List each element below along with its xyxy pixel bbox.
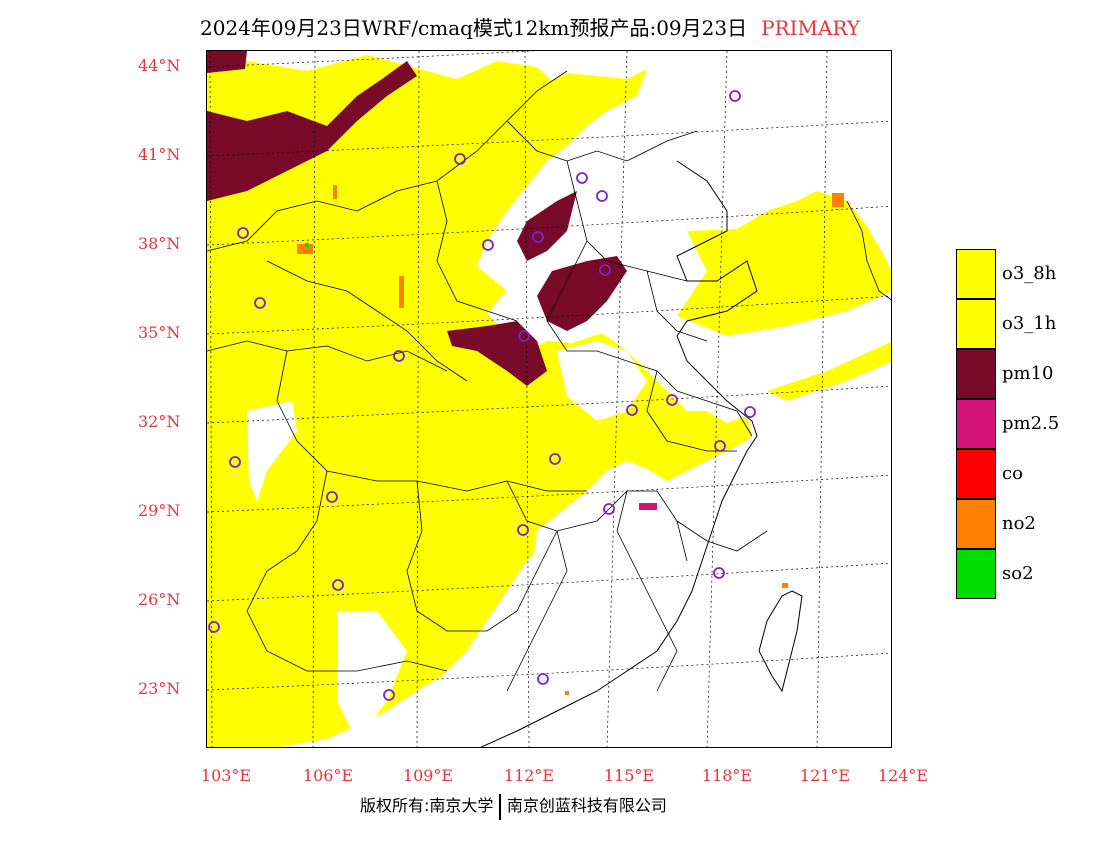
map-title: 2024年09月23日WRF/cmaq模式12km预报产品:09月23日 PRIM… (200, 12, 860, 41)
lat-label-44: 44°N (138, 56, 181, 75)
station-marker (383, 689, 395, 701)
legend-label: o3_8h (1002, 263, 1057, 284)
pm10-region-north (207, 61, 417, 201)
pollutant-map (206, 50, 892, 748)
map-title-tag: PRIMARY (761, 16, 861, 40)
lat-label-35: 35°N (138, 323, 181, 342)
pm25-patch (639, 503, 657, 510)
station-marker (626, 404, 638, 416)
no2-patch (782, 583, 788, 588)
map-canvas (207, 51, 891, 747)
station-marker (482, 239, 494, 251)
lon-label-103: 103°E (200, 766, 252, 785)
clear-area-southeast (448, 371, 891, 747)
pm10-region-top (207, 51, 247, 73)
legend-label: pm10 (1002, 363, 1054, 384)
pm10-region-henan (447, 321, 547, 386)
ozone-patch-bohai (677, 191, 891, 336)
lat-label-26: 26°N (138, 590, 181, 609)
map-title-main: 2024年09月23日WRF/cmaq模式12km预报产品:09月23日 (200, 16, 748, 40)
station-marker (713, 567, 725, 579)
legend-swatch (956, 449, 996, 499)
legend-swatch (956, 349, 996, 399)
footer-divider (499, 793, 501, 820)
clear-area-sw (247, 401, 297, 501)
station-marker (537, 673, 549, 685)
legend-label: so2 (1002, 563, 1034, 584)
ozone-patch-eastsea (767, 341, 891, 401)
taiwan-outline (758, 590, 803, 693)
lon-label-112: 112°E (503, 766, 555, 785)
station-markers (208, 90, 756, 701)
clear-area-south (337, 611, 407, 741)
legend-label: o3_1h (1002, 313, 1057, 334)
station-marker (517, 524, 529, 536)
lat-label-32: 32°N (138, 412, 181, 431)
no2-patch (565, 691, 569, 695)
station-marker (229, 456, 241, 468)
station-marker (208, 621, 220, 633)
station-marker (326, 491, 338, 503)
lon-label-115: 115°E (603, 766, 655, 785)
station-marker (393, 350, 405, 362)
no2-patches (297, 185, 844, 695)
ozone-region (207, 55, 752, 747)
station-marker (332, 579, 344, 591)
legend-label: co (1002, 463, 1023, 484)
korea-outline (846, 200, 891, 301)
legend-swatch (956, 549, 996, 599)
station-marker (596, 190, 608, 202)
copyright-owner: 版权所有:南京大学 (360, 796, 494, 815)
pm10-region-shandong (537, 256, 627, 331)
lat-label-38: 38°N (138, 234, 181, 253)
station-marker (532, 231, 544, 243)
pm10-region-hebei (517, 191, 577, 261)
legend-swatch (956, 299, 996, 349)
no2-patch (399, 276, 404, 308)
no2-patch (333, 185, 337, 199)
no2-patch (832, 193, 844, 207)
coastline (480, 160, 758, 747)
station-marker (549, 453, 561, 465)
lat-label-41: 41°N (138, 145, 181, 164)
station-marker (666, 394, 678, 406)
legend-label: pm2.5 (1002, 413, 1060, 434)
lon-label-121: 121°E (799, 766, 851, 785)
lon-label-124: 124°E (877, 766, 929, 785)
ozone-patch-north (497, 81, 557, 171)
lon-label-106: 106°E (302, 766, 354, 785)
legend-swatch (956, 399, 996, 449)
station-marker (576, 172, 588, 184)
station-marker (454, 153, 466, 165)
station-marker (518, 330, 530, 342)
legend-label: no2 (1002, 513, 1036, 534)
lon-label-109: 109°E (402, 766, 454, 785)
so2-patch (305, 243, 309, 247)
station-marker (237, 227, 249, 239)
legend-swatch (956, 249, 996, 299)
no2-patch (297, 244, 313, 254)
station-marker (603, 503, 615, 515)
graticule (207, 51, 891, 747)
lat-label-29: 29°N (138, 501, 181, 520)
copyright-company: 南京创蓝科技有限公司 (506, 796, 667, 815)
station-marker (254, 297, 266, 309)
province-boundaries (207, 70, 768, 692)
station-marker (744, 406, 756, 418)
copyright-footer: 版权所有:南京大学 南京创蓝科技有限公司 (360, 792, 667, 820)
station-marker (714, 440, 726, 452)
station-marker (729, 90, 741, 102)
legend-swatch (956, 499, 996, 549)
clear-area-central (557, 341, 647, 421)
lat-label-23: 23°N (138, 679, 181, 698)
lon-label-118: 118°E (701, 766, 753, 785)
station-marker (599, 264, 611, 276)
